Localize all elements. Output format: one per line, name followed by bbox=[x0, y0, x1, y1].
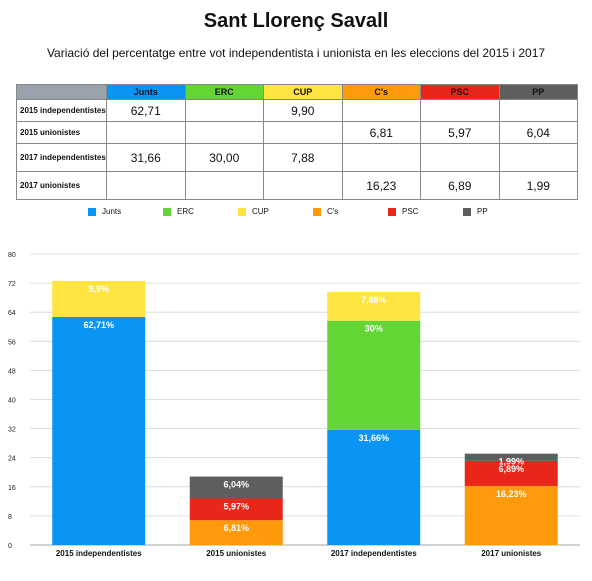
column-header-pp: PP bbox=[498, 84, 578, 100]
row-label: 2017 unionistes bbox=[16, 171, 107, 200]
legend-label: PP bbox=[477, 207, 488, 216]
legend-item: Junts bbox=[88, 207, 121, 216]
y-tick-label: 56 bbox=[8, 339, 16, 346]
legend-swatch bbox=[163, 207, 171, 216]
x-tick-label: 2015 unionistes bbox=[206, 549, 267, 558]
legend-label: Junts bbox=[102, 207, 122, 216]
data-label: 1,99% bbox=[498, 457, 524, 467]
data-label: 30% bbox=[365, 324, 383, 334]
table-cell bbox=[106, 171, 186, 200]
data-label: 62,71% bbox=[83, 320, 114, 330]
bar-segment bbox=[464, 453, 558, 461]
table-cell: 31,66 bbox=[106, 143, 186, 172]
legend-item: ERC bbox=[163, 207, 194, 216]
data-label: 6,04% bbox=[223, 480, 249, 490]
bar-segment bbox=[189, 498, 283, 521]
data-label: 31,66% bbox=[358, 433, 389, 443]
table-cell: 6,04 bbox=[498, 121, 578, 144]
x-tick-label: 2017 independentistes bbox=[331, 549, 417, 558]
column-header-cs: C's bbox=[341, 84, 421, 100]
legend-swatch bbox=[388, 207, 396, 216]
table-cell: 5,97 bbox=[420, 121, 500, 144]
column-header-junts: Junts bbox=[106, 84, 186, 100]
bar-segment bbox=[327, 292, 421, 321]
legend-swatch bbox=[313, 207, 321, 216]
y-tick-label: 0 bbox=[8, 543, 12, 550]
legend-label: CUP bbox=[252, 207, 269, 216]
y-tick-label: 8 bbox=[8, 514, 12, 521]
table-cell bbox=[184, 171, 264, 200]
legend-label: C's bbox=[327, 207, 339, 216]
bar-segment bbox=[464, 460, 558, 486]
table-row: 2017 independentistes 31,66 30,00 7,88 bbox=[16, 143, 578, 172]
legend: Junts ERC CUP C's PSC PP bbox=[0, 207, 592, 221]
data-label: 7,88% bbox=[361, 295, 387, 305]
chart-title: Sant Llorenç Savall bbox=[203, 10, 389, 32]
bar-segment bbox=[327, 429, 421, 545]
legend-swatch bbox=[463, 207, 471, 216]
data-label: 16,23% bbox=[496, 489, 527, 499]
table-header-row: Junts ERC CUP C's PSC PP bbox=[16, 84, 578, 100]
table-cell: 6,81 bbox=[341, 121, 421, 144]
y-tick-label: 72 bbox=[8, 281, 16, 288]
bar-segment bbox=[52, 280, 146, 317]
data-label: 6,81% bbox=[223, 523, 249, 533]
column-header-erc: ERC bbox=[184, 84, 264, 100]
data-table: Junts ERC CUP C's PSC PP 2015 independen… bbox=[16, 84, 578, 200]
legend-label: ERC bbox=[177, 207, 194, 216]
bar-segment bbox=[464, 485, 558, 545]
y-tick-label: 40 bbox=[8, 398, 16, 405]
table-cell: 1,99 bbox=[498, 171, 578, 200]
y-tick-label: 64 bbox=[8, 310, 16, 317]
legend-item: PSC bbox=[388, 207, 418, 216]
x-tick-label: 2015 independentistes bbox=[56, 549, 142, 558]
bar-segment bbox=[52, 316, 146, 545]
chart-subtitle: Variació del percentatge entre vot indep… bbox=[46, 46, 546, 60]
legend-swatch bbox=[88, 207, 96, 216]
data-label: 6,89% bbox=[498, 464, 524, 474]
y-tick-label: 48 bbox=[8, 368, 16, 375]
y-tick-label: 32 bbox=[8, 427, 16, 434]
table-row: 2017 unionistes 16,23 6,89 1,99 bbox=[16, 171, 578, 200]
y-tick-label: 16 bbox=[8, 485, 16, 492]
y-tick-label: 24 bbox=[8, 456, 16, 463]
table-cell bbox=[420, 143, 500, 172]
data-label: 5,97% bbox=[223, 502, 249, 512]
x-tick-label: 2017 unionistes bbox=[481, 549, 542, 558]
table-cell: 6,89 bbox=[420, 171, 500, 200]
bar-segment bbox=[327, 320, 421, 430]
y-tick-label: 80 bbox=[8, 252, 16, 259]
legend-item: CUP bbox=[238, 207, 269, 216]
data-label: 9,9% bbox=[88, 284, 109, 294]
table-cell: 16,23 bbox=[341, 171, 421, 200]
legend-label: PSC bbox=[402, 207, 419, 216]
bar-segment bbox=[189, 476, 283, 499]
table-row: 2015 unionistes 6,81 5,97 6,04 bbox=[16, 121, 578, 144]
legend-item: PP bbox=[463, 207, 488, 216]
bar-segment bbox=[189, 520, 283, 545]
table-corner-cell bbox=[16, 84, 107, 100]
legend-item: C's bbox=[313, 207, 338, 216]
legend-swatch bbox=[238, 207, 246, 216]
